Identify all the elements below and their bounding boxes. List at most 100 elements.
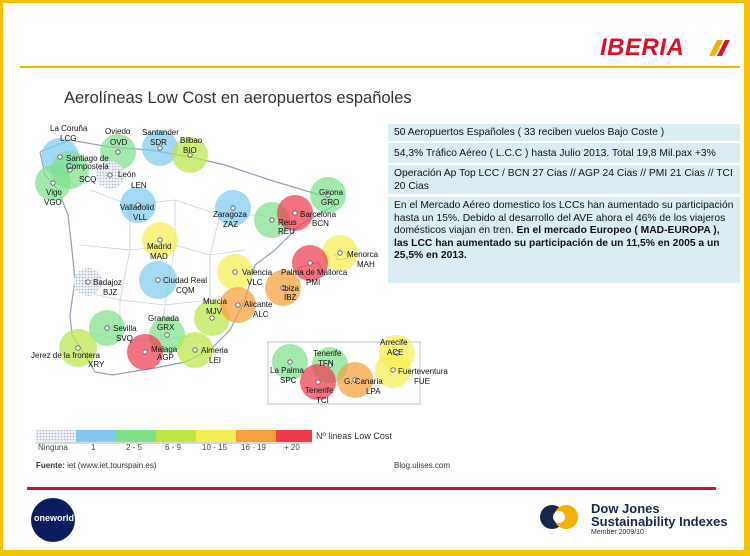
airport-code: PMI <box>306 278 321 287</box>
bottom-rule <box>27 487 716 490</box>
iberia-wing-icon <box>709 40 730 56</box>
airport-code: CQM <box>176 286 195 295</box>
city-label: Murcia <box>203 297 228 306</box>
legend-label: Ninguna <box>38 443 68 452</box>
city-label: Girona <box>319 188 344 197</box>
airport-code: TFN <box>318 359 334 368</box>
city-label: Menorca <box>347 250 379 259</box>
info-text: En el Mercado Aéreo domestico los LCCs h… <box>394 200 734 263</box>
city-label: Malaga <box>151 345 178 354</box>
city-label: Jerez de la frontera <box>31 351 100 360</box>
airport-code: LEI <box>209 356 222 365</box>
source-link[interactable]: iet (www.iet.tourspain.es) <box>67 461 157 470</box>
city-label: Zaragoza <box>213 210 247 219</box>
djsi-wordmark-line1: Dow Jones <box>591 501 660 516</box>
city-label: Arrecife <box>380 338 408 347</box>
airport-code: XRY <box>88 360 105 369</box>
legend-label: + 20 <box>284 443 300 452</box>
city-label: Valencia <box>242 268 273 277</box>
info-line-traffic: 54,3% Tráfico Aéreo ( L.C.C ) hasta Juli… <box>388 143 740 164</box>
airport-code: MAD <box>150 252 168 261</box>
airport-code: MJV <box>206 307 222 316</box>
airport-code: LCG <box>60 134 77 143</box>
legend-label: 10 - 15 <box>202 443 227 452</box>
city-label: Barcelona <box>300 210 337 219</box>
city-label: G. Canaria <box>344 377 383 386</box>
airport-code: VGO <box>44 198 62 207</box>
city-label: La Coruña <box>50 124 88 133</box>
city-label: Madrid <box>147 242 172 251</box>
info-text: 50 Aeropuertos Españoles ( 33 reciben vu… <box>394 127 665 138</box>
city-label: Santander <box>142 128 179 137</box>
city-label: Oviedo <box>105 127 131 136</box>
info-line-market: En el Mercado Aéreo domestico los LCCs h… <box>388 197 740 284</box>
airport-code: VLC <box>247 278 263 287</box>
city-label: Almeria <box>201 346 229 355</box>
city-label: Ciudad Real <box>163 276 208 285</box>
airport-code: SCQ <box>79 175 97 184</box>
airport-code: SPC <box>280 376 297 385</box>
airport-code: LEN <box>131 181 147 190</box>
legend-swatch-20 <box>276 430 312 442</box>
airport-code: REU <box>278 227 295 236</box>
source-label: Fuente: <box>36 461 65 470</box>
djsi-member: Member 2009/10 <box>591 529 644 536</box>
legend-label: 1 <box>91 443 96 452</box>
city-label: Alicante <box>244 300 273 309</box>
airport-code: BJZ <box>103 288 118 297</box>
info-text: Operación Ap Top LCC / BCN 27 Cias // AG… <box>394 168 733 192</box>
city-label: Bilbao <box>180 136 203 145</box>
djsi-logo-icon <box>540 505 578 529</box>
legend-bar <box>36 430 312 444</box>
oneworld-wordmark: oneworld <box>34 513 74 523</box>
info-text-europe: En el mercado Europeo ( MAD-EUROPA ), la… <box>394 225 720 261</box>
legend-swatch-10-15 <box>196 430 236 442</box>
info-line-airports: 50 Aeropuertos Españoles ( 33 reciben vu… <box>388 124 740 142</box>
djsi-wordmark-line2: Sustainability Indexes <box>591 514 728 529</box>
airport-code: SDR <box>150 138 167 147</box>
airport-code: GRO <box>321 198 340 207</box>
city-label: La Palma <box>270 366 304 375</box>
city-label: Ibiza <box>282 284 299 293</box>
airport-code: MAH <box>357 260 375 269</box>
airport-code: GRX <box>157 323 175 332</box>
city-label: Tenerife <box>305 386 334 395</box>
legend-swatch-6-9 <box>156 430 196 442</box>
airport-code: BCN <box>312 219 329 228</box>
city-label: León <box>118 170 136 179</box>
airport-code: ZAZ <box>223 220 239 229</box>
city-label: Valladolid <box>120 203 155 212</box>
airport-code: VLL <box>133 213 148 222</box>
legend-swatch-16-19 <box>236 430 276 442</box>
airport-dots <box>50 145 400 385</box>
legend-label: 2 - 5 <box>126 443 143 452</box>
city-label: Santiago de Compostela <box>66 154 109 171</box>
airport-code: ALC <box>253 310 269 319</box>
legend-swatch-ninguna <box>36 430 76 442</box>
airport-code: BIO <box>183 146 197 155</box>
iberia-logo: IBERIA <box>600 34 685 61</box>
info-line-top-lcc: Operación Ap Top LCC / BCN 27 Cias // AG… <box>388 165 740 195</box>
info-text-domestic: En el Mercado Aéreo domestico los LCCs h… <box>394 200 734 236</box>
city-label: Vigo <box>46 188 62 197</box>
airport-code: TCI <box>316 396 329 405</box>
city-label: Fuerteventura <box>398 367 448 376</box>
city-label: Tenerife <box>313 349 342 358</box>
info-text: 54,3% Tráfico Aéreo ( L.C.C ) hasta Juli… <box>394 147 716 159</box>
legend-swatch-1 <box>76 430 116 442</box>
city-label: Badajoz <box>93 278 122 287</box>
airport-code: IBZ <box>284 293 297 302</box>
city-label: Sevilla <box>113 324 137 333</box>
airport-code: SVQ <box>116 334 133 343</box>
airport-code: OVD <box>110 138 128 147</box>
city-label: Palma de Mallorca <box>281 268 348 277</box>
legend-label: 16 - 19 <box>241 443 266 452</box>
blog-credit: Blog.ulises.com <box>394 461 451 470</box>
city-label: Reus <box>278 218 297 227</box>
legend-title: Nº lineas Low Cost <box>316 431 392 441</box>
source-note: Fuente: iet (www.iet.tourspain.es) <box>36 461 157 470</box>
top-rule <box>20 66 740 68</box>
legend-swatch-2-5 <box>116 430 156 442</box>
airport-code: FUE <box>414 377 430 386</box>
